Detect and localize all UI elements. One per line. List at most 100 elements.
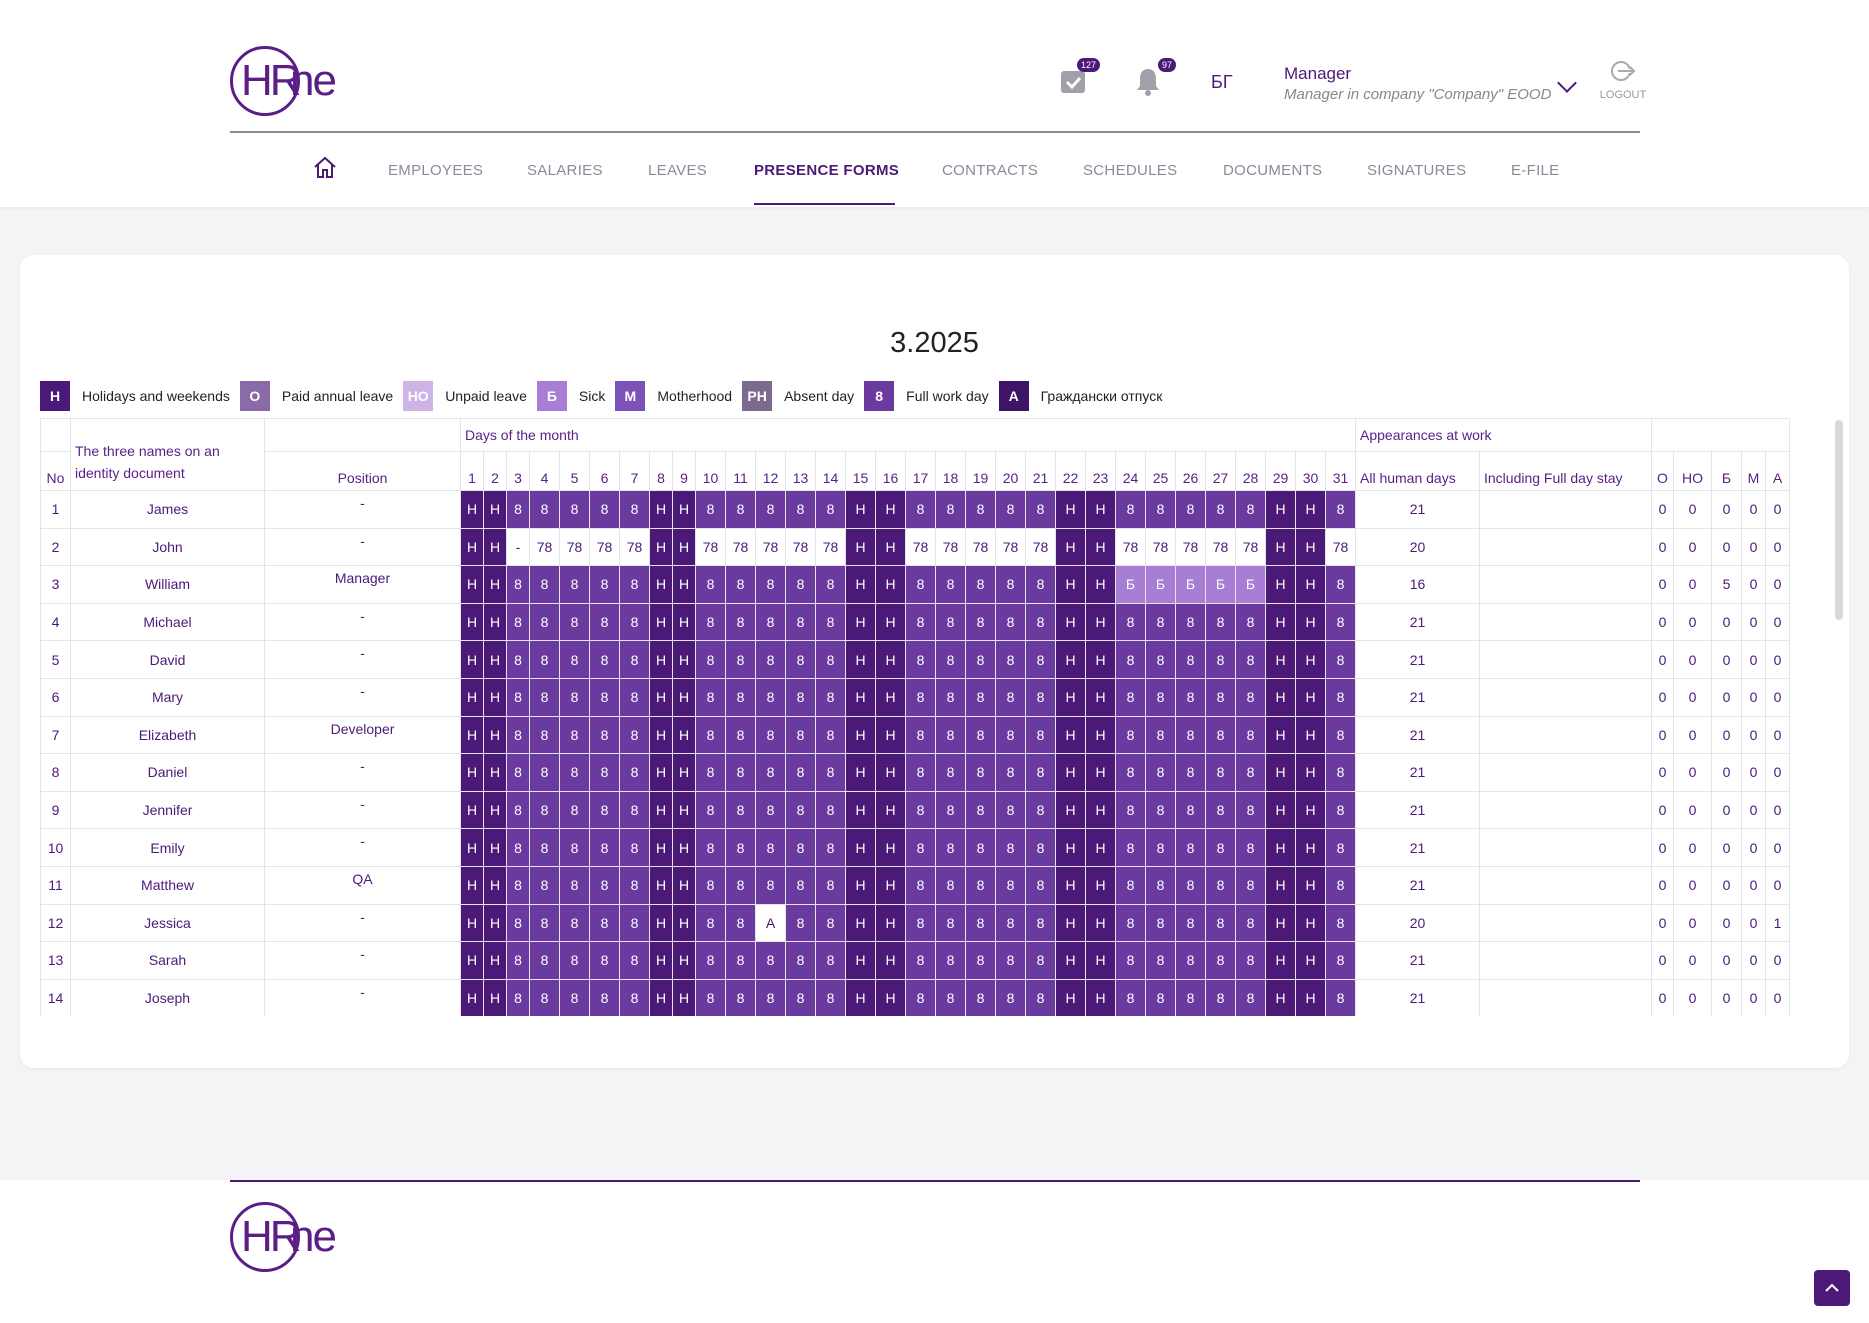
day-cell[interactable]: 8 <box>965 865 996 905</box>
day-cell[interactable]: 8 <box>1145 677 1176 717</box>
day-cell[interactable]: H <box>1055 677 1086 717</box>
nav-employees[interactable]: EMPLOYEES <box>388 162 484 179</box>
day-cell[interactable]: 8 <box>1235 602 1266 642</box>
nav-documents[interactable]: DOCUMENTS <box>1223 162 1323 179</box>
day-cell[interactable]: 8 <box>1205 490 1236 529</box>
day-cell[interactable]: H <box>1085 903 1116 943</box>
day-cell[interactable]: 8 <box>529 677 560 717</box>
day-cell[interactable]: 8 <box>785 640 816 679</box>
day-cell[interactable]: 8 <box>619 490 650 529</box>
day-cell[interactable]: 8 <box>1025 490 1056 529</box>
day-cell[interactable]: 8 <box>815 677 846 717</box>
day-cell[interactable]: 8 <box>529 565 560 604</box>
nav-schedules[interactable]: SCHEDULES <box>1083 162 1178 179</box>
day-cell[interactable]: H <box>1265 640 1296 679</box>
day-cell[interactable]: 8 <box>695 753 726 792</box>
day-cell[interactable]: 8 <box>695 978 726 1016</box>
day-cell[interactable]: H <box>460 565 484 604</box>
day-cell[interactable]: H <box>672 565 696 604</box>
day-cell[interactable]: H <box>483 978 507 1016</box>
day-cell[interactable]: 8 <box>1115 828 1146 867</box>
day-cell[interactable]: H <box>1295 828 1326 867</box>
day-cell[interactable]: H <box>875 602 906 642</box>
day-cell[interactable]: Б <box>1205 565 1236 604</box>
day-cell[interactable]: 8 <box>965 753 996 792</box>
day-cell[interactable]: 8 <box>695 602 726 642</box>
day-cell[interactable]: 8 <box>965 790 996 830</box>
day-cell[interactable]: 8 <box>755 490 786 529</box>
day-cell[interactable]: H <box>1055 753 1086 792</box>
day-cell[interactable]: 8 <box>619 941 650 980</box>
day-cell[interactable]: 8 <box>815 978 846 1016</box>
day-cell[interactable]: 8 <box>589 978 620 1016</box>
day-cell[interactable]: 8 <box>785 790 816 830</box>
presence-table-scroll[interactable]: The three names on an identity document D… <box>40 418 1816 1016</box>
day-cell[interactable]: H <box>845 677 876 717</box>
day-cell[interactable]: 8 <box>995 677 1026 717</box>
day-cell[interactable]: H <box>1265 565 1296 604</box>
day-cell[interactable]: H <box>875 903 906 943</box>
day-cell[interactable]: 8 <box>995 715 1026 755</box>
day-cell[interactable]: H <box>460 941 484 980</box>
day-cell[interactable]: 8 <box>1325 640 1356 679</box>
day-cell[interactable]: 8 <box>935 490 966 529</box>
day-cell[interactable]: H <box>672 941 696 980</box>
day-cell[interactable]: 8 <box>1205 715 1236 755</box>
day-cell[interactable]: H <box>649 865 673 905</box>
day-cell[interactable]: H <box>1295 978 1326 1016</box>
day-cell[interactable]: H <box>1295 715 1326 755</box>
day-cell[interactable]: 78 <box>695 527 726 567</box>
language-switch[interactable]: БГ <box>1211 72 1233 92</box>
day-cell[interactable]: H <box>1295 790 1326 830</box>
day-cell[interactable]: 8 <box>1175 828 1206 867</box>
day-cell[interactable]: H <box>672 978 696 1016</box>
day-cell[interactable]: 8 <box>589 790 620 830</box>
day-cell[interactable]: H <box>1085 790 1116 830</box>
day-cell[interactable]: H <box>1295 640 1326 679</box>
day-cell[interactable]: 8 <box>815 941 846 980</box>
day-cell[interactable]: H <box>845 903 876 943</box>
day-cell[interactable]: H <box>875 790 906 830</box>
day-cell[interactable]: H <box>672 677 696 717</box>
day-cell[interactable]: 8 <box>1205 640 1236 679</box>
day-cell[interactable]: 8 <box>1025 903 1056 943</box>
day-cell[interactable]: 8 <box>559 828 590 867</box>
day-cell[interactable]: 8 <box>619 602 650 642</box>
day-cell[interactable]: 8 <box>965 565 996 604</box>
day-cell[interactable]: 8 <box>589 602 620 642</box>
day-cell[interactable]: 8 <box>1325 602 1356 642</box>
day-cell[interactable]: 8 <box>995 602 1026 642</box>
day-cell[interactable]: 8 <box>725 677 756 717</box>
day-cell[interactable]: 8 <box>1235 753 1266 792</box>
day-cell[interactable]: 8 <box>619 865 650 905</box>
day-cell[interactable]: H <box>845 602 876 642</box>
day-cell[interactable]: H <box>845 527 876 567</box>
day-cell[interactable]: H <box>649 677 673 717</box>
day-cell[interactable]: 8 <box>529 903 560 943</box>
day-cell[interactable]: 8 <box>589 715 620 755</box>
day-cell[interactable]: H <box>845 790 876 830</box>
day-cell[interactable]: H <box>649 941 673 980</box>
day-cell[interactable]: 78 <box>589 527 620 567</box>
day-cell[interactable]: 8 <box>506 602 530 642</box>
day-cell[interactable]: 8 <box>725 490 756 529</box>
day-cell[interactable]: 8 <box>1235 941 1266 980</box>
day-cell[interactable]: 8 <box>965 903 996 943</box>
day-cell[interactable]: 78 <box>995 527 1026 567</box>
day-cell[interactable]: 8 <box>815 602 846 642</box>
day-cell[interactable]: 8 <box>1325 865 1356 905</box>
day-cell[interactable]: 8 <box>755 941 786 980</box>
day-cell[interactable]: 8 <box>935 865 966 905</box>
day-cell[interactable]: 8 <box>1115 753 1146 792</box>
day-cell[interactable]: H <box>1055 490 1086 529</box>
table-row[interactable]: 1 James - H H 8 8 8 8 8 H H 8 8 8 8 8 H H 8 8 8 8 8 H H 8 8 8 8 8 H H 8 21… <box>40 490 1790 529</box>
table-row[interactable]: 3 William Manager H H 8 8 8 8 8 H H 8 8 8 8 8 H H 8 8 8 8 8 H H Б Б… <box>40 565 1790 604</box>
day-cell[interactable]: 8 <box>755 602 786 642</box>
day-cell[interactable]: 8 <box>695 715 726 755</box>
day-cell[interactable]: 8 <box>559 602 590 642</box>
day-cell[interactable]: H <box>1295 865 1326 905</box>
day-cell[interactable]: 8 <box>1235 490 1266 529</box>
day-cell[interactable]: 8 <box>725 715 756 755</box>
scroll-to-top-button[interactable] <box>1814 1270 1850 1306</box>
day-cell[interactable]: H <box>1295 565 1326 604</box>
